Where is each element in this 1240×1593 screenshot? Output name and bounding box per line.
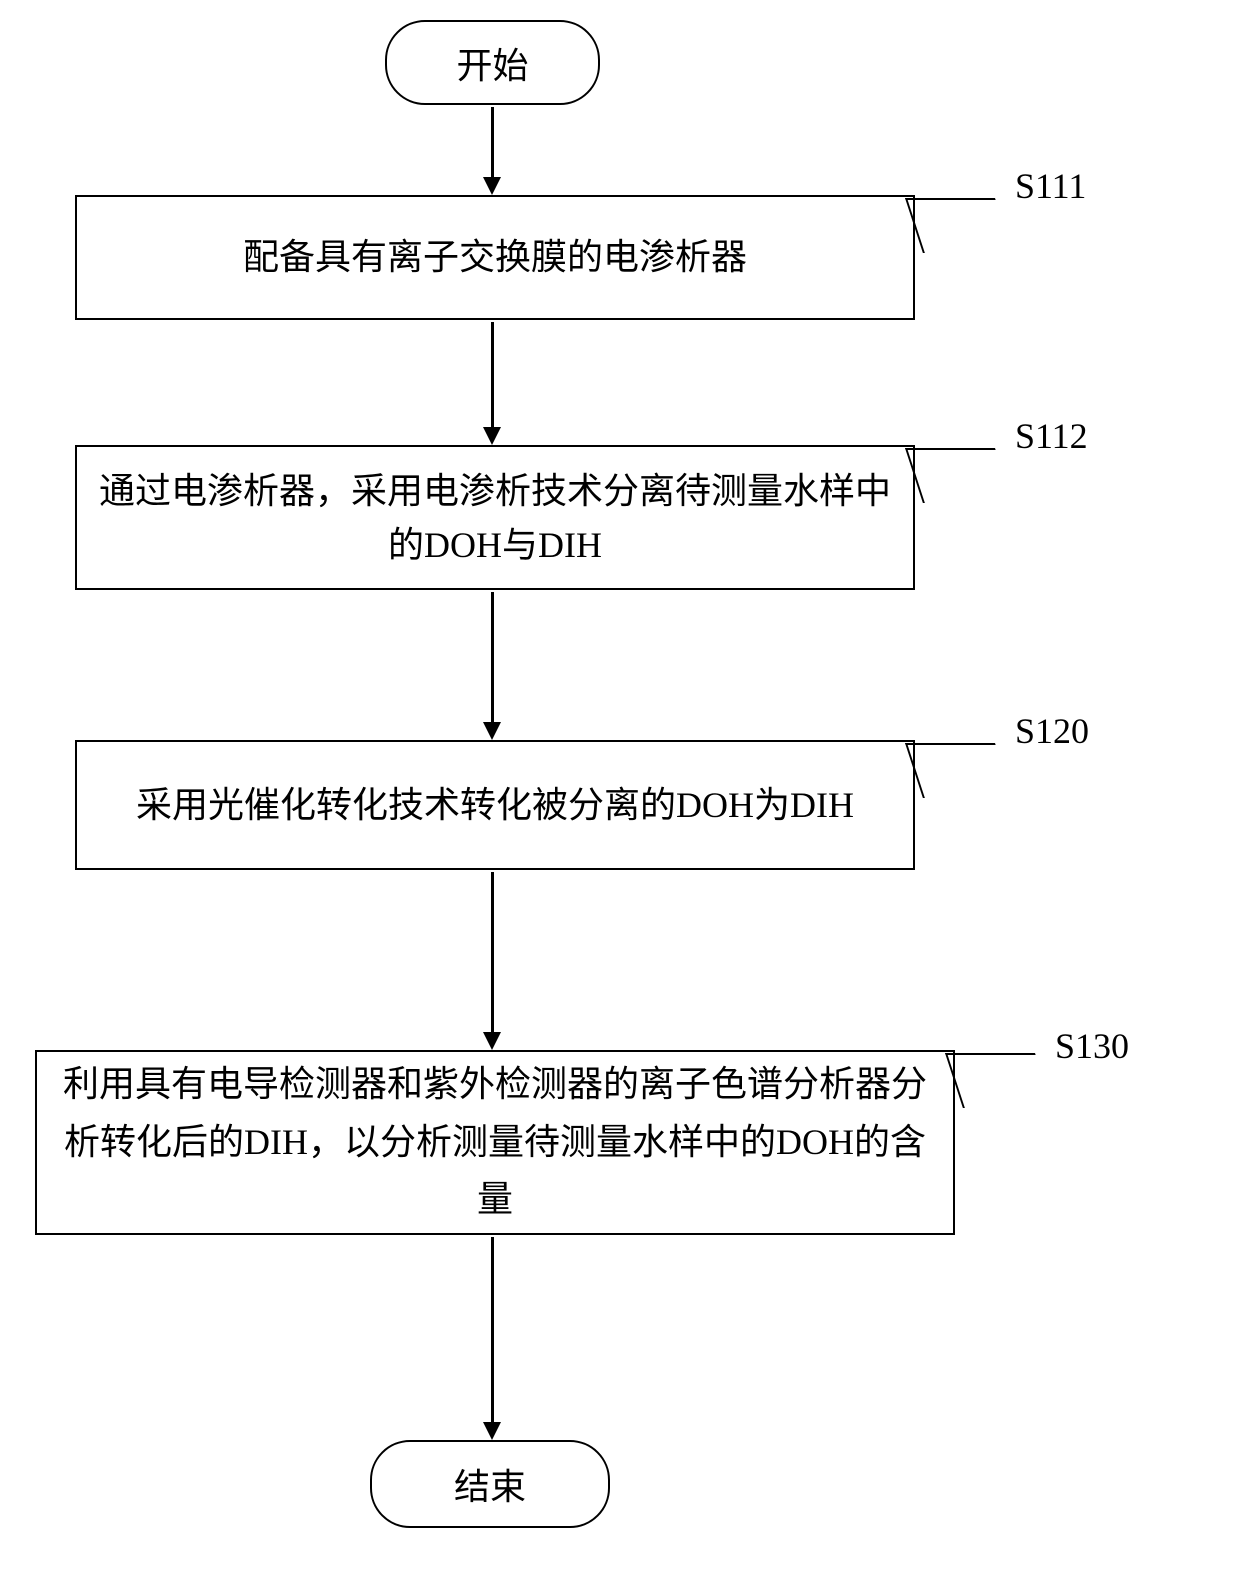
s112-label: S112 (1015, 415, 1088, 457)
edge-start-s111-head (483, 177, 501, 195)
edge-s111-s112 (491, 322, 494, 427)
start-node: 开始 (385, 20, 600, 105)
edge-s112-s120-head (483, 722, 501, 740)
s112-node: 通过电渗析器，采用电渗析技术分离待测量水样中的DOH与DIH (75, 445, 915, 590)
edge-s120-s130 (491, 872, 494, 1032)
s130-leader (945, 1053, 1053, 1108)
s111-leader (905, 198, 1013, 253)
edge-s130-end (491, 1237, 494, 1422)
s120-leader (905, 743, 1013, 798)
end-label: 结束 (454, 1458, 526, 1510)
edge-start-s111 (491, 107, 494, 177)
s111-label: S111 (1015, 165, 1086, 207)
edge-s120-s130-head (483, 1032, 501, 1050)
end-node: 结束 (370, 1440, 610, 1528)
start-label: 开始 (456, 37, 528, 89)
s111-node: 配备具有离子交换膜的电渗析器 (75, 195, 915, 320)
s120-node: 采用光催化转化技术转化被分离的DOH为DIH (75, 740, 915, 870)
edge-s112-s120 (491, 592, 494, 722)
s120-label: S120 (1015, 710, 1089, 752)
s112-text: 通过电渗析器，采用电渗析技术分离待测量水样中的DOH与DIH (97, 464, 893, 572)
flowchart-canvas: 开始 配备具有离子交换膜的电渗析器 S111 通过电渗析器，采用电渗析技术分离待… (0, 0, 1240, 1593)
s111-text: 配备具有离子交换膜的电渗析器 (243, 232, 747, 282)
s130-node: 利用具有电导检测器和紫外检测器的离子色谱分析器分析转化后的DIH，以分析测量待测… (35, 1050, 955, 1235)
s120-text: 采用光催化转化技术转化被分离的DOH为DIH (136, 780, 854, 830)
edge-s111-s112-head (483, 427, 501, 445)
edge-s130-end-head (483, 1422, 501, 1440)
s112-leader (905, 448, 1013, 503)
s130-text: 利用具有电导检测器和紫外检测器的离子色谱分析器分析转化后的DIH，以分析测量待测… (57, 1056, 933, 1229)
s130-label: S130 (1055, 1025, 1129, 1067)
